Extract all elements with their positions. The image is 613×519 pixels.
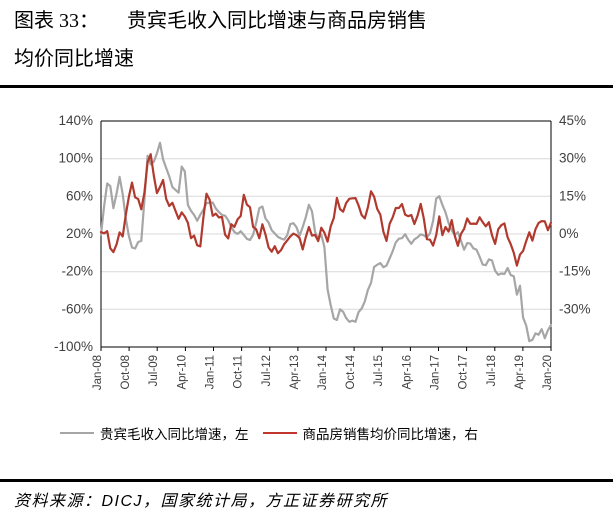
svg-text:Jan-11: Jan-11 [205, 355, 217, 389]
svg-text:Oct-08: Oct-08 [120, 355, 132, 390]
svg-text:Apr-16: Apr-16 [401, 355, 413, 390]
svg-text:100%: 100% [58, 151, 93, 166]
svg-text:-30%: -30% [559, 301, 591, 316]
svg-text:45%: 45% [559, 113, 586, 128]
svg-text:Jan-17: Jan-17 [430, 355, 442, 390]
svg-text:Apr-13: Apr-13 [289, 355, 301, 390]
svg-text:60%: 60% [66, 188, 93, 203]
svg-text:-20%: -20% [61, 264, 93, 279]
svg-text:30%: 30% [559, 151, 586, 166]
svg-text:Oct-11: Oct-11 [233, 355, 245, 389]
svg-text:-15%: -15% [559, 264, 591, 279]
svg-text:0%: 0% [559, 226, 579, 241]
svg-text:Oct-14: Oct-14 [345, 354, 357, 389]
svg-text:-60%: -60% [61, 301, 93, 316]
svg-text:Jan-20: Jan-20 [542, 355, 554, 390]
svg-text:20%: 20% [66, 226, 93, 241]
svg-text:15%: 15% [559, 188, 586, 203]
svg-text:-100%: -100% [54, 339, 93, 354]
svg-text:Jan-08: Jan-08 [92, 355, 104, 390]
svg-text:Apr-10: Apr-10 [176, 355, 188, 390]
svg-text:140%: 140% [58, 113, 93, 128]
svg-text:Jul-12: Jul-12 [261, 355, 273, 386]
svg-text:Oct-17: Oct-17 [458, 355, 470, 390]
svg-text:Jul-09: Jul-09 [148, 355, 160, 386]
svg-text:Jan-14: Jan-14 [317, 354, 329, 390]
svg-text:Jul-15: Jul-15 [373, 355, 385, 386]
svg-text:Jul-18: Jul-18 [486, 355, 498, 386]
svg-text:Apr-19: Apr-19 [514, 355, 526, 390]
